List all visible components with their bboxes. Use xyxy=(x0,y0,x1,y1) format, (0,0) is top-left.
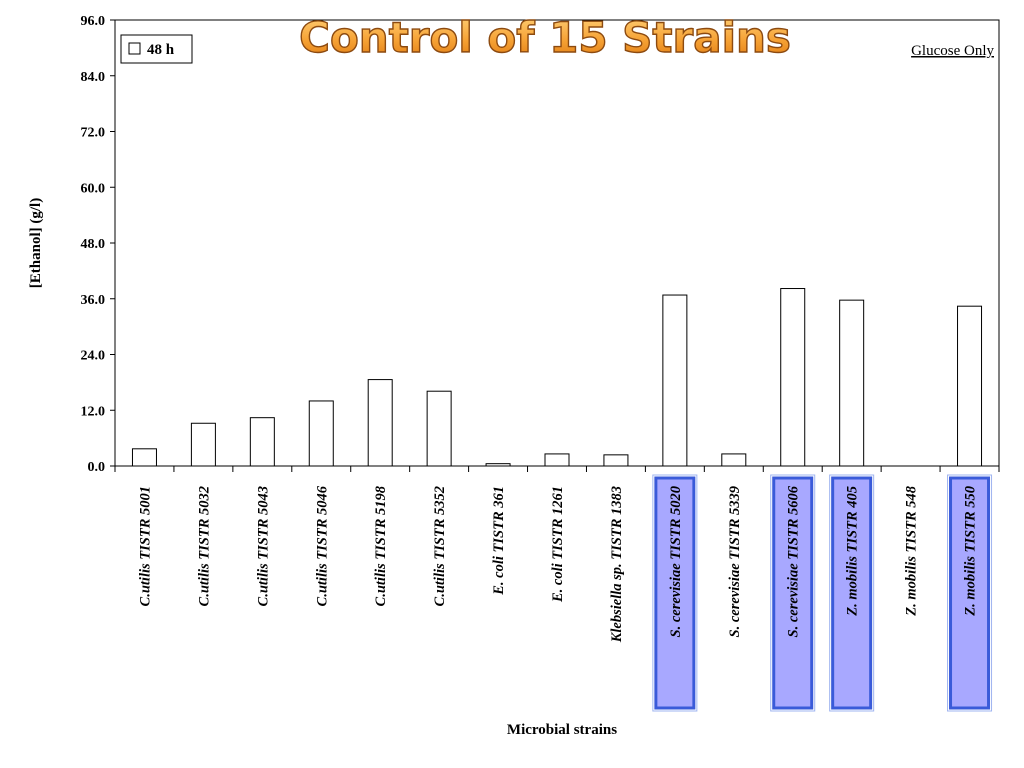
bar xyxy=(190,422,216,467)
x-category-label: S. cerevisiae TISTR 5606 xyxy=(786,485,802,637)
y-tick-label: 36.0 xyxy=(81,293,106,308)
condition-note: Glucose Only xyxy=(911,43,994,59)
y-tick-label: 96.0 xyxy=(81,14,106,29)
y-axis-title: [Ethanol] (g/l) xyxy=(28,198,44,288)
highlight-outer-frame xyxy=(947,474,993,712)
bar xyxy=(721,453,747,467)
highlight-box xyxy=(654,476,696,710)
highlight-box xyxy=(949,476,991,710)
legend-swatch xyxy=(128,42,141,55)
y-tick-label: 0.0 xyxy=(88,460,106,475)
bar xyxy=(367,379,393,467)
highlight-outer-frame xyxy=(770,474,816,712)
bar xyxy=(603,454,629,467)
bar xyxy=(544,453,570,467)
bar xyxy=(780,288,806,467)
plot-area xyxy=(114,19,1000,467)
bar xyxy=(131,448,157,467)
bar xyxy=(485,463,511,467)
legend-label: 48 h xyxy=(147,42,175,58)
x-category-label: C.utilis TISTR 5032 xyxy=(196,486,212,606)
legend: 48 h xyxy=(120,34,193,64)
highlight-box xyxy=(772,476,814,710)
x-category-label: Z. mobilis TISTR 548 xyxy=(904,485,920,616)
highlight-outer-frame xyxy=(652,474,698,712)
x-category-label: E. coli TISTR 1261 xyxy=(550,486,566,603)
x-axis-title: Microbial strains xyxy=(507,722,617,738)
bar xyxy=(308,400,334,467)
x-category-label: Z. mobilis TISTR 550 xyxy=(963,486,979,617)
x-category-label: C.utilis TISTR 5001 xyxy=(137,486,153,606)
bar xyxy=(839,299,865,467)
highlight-outer-frame xyxy=(829,474,875,712)
y-axis: 0.0 12.0 24.0 36.0 48.0 60.0 72.0 84.0 96.0 xyxy=(81,14,115,475)
x-category-label: E. coli TISTR 361 xyxy=(491,486,507,596)
x-category-label: C.utilis TISTR 5043 xyxy=(255,486,271,606)
bar xyxy=(426,390,452,467)
x-category-label: C.utilis TISTR 5352 xyxy=(432,486,448,606)
bar-series xyxy=(131,288,983,467)
x-axis: C.utilis TISTR 5001 C.utilis TISTR 5032 C.… xyxy=(114,466,1000,643)
y-tick-label: 12.0 xyxy=(81,404,106,419)
y-tick-label: 24.0 xyxy=(81,349,106,364)
highlight-box xyxy=(831,476,873,710)
x-category-label: S. cerevisiae TISTR 5020 xyxy=(668,486,684,637)
x-category-label: Z. mobilis TISTR 405 xyxy=(845,486,861,617)
x-category-label: C.utilis TISTR 5046 xyxy=(314,485,330,606)
y-tick-label: 84.0 xyxy=(81,70,106,85)
bar xyxy=(957,305,983,467)
y-tick-label: 72.0 xyxy=(81,126,106,141)
x-category-label: C.utilis TISTR 5198 xyxy=(373,485,389,606)
bar xyxy=(662,294,688,467)
chart-title: Control of 15 Strains xyxy=(299,13,791,62)
y-tick-label: 48.0 xyxy=(81,237,106,252)
highlight-boxes xyxy=(652,474,993,712)
x-category-label: S. cerevisiae TISTR 5339 xyxy=(727,486,743,637)
bar xyxy=(249,417,275,467)
x-category-label: Klebsiella sp. TISTR 1383 xyxy=(609,486,625,643)
y-tick-label: 60.0 xyxy=(81,181,106,196)
